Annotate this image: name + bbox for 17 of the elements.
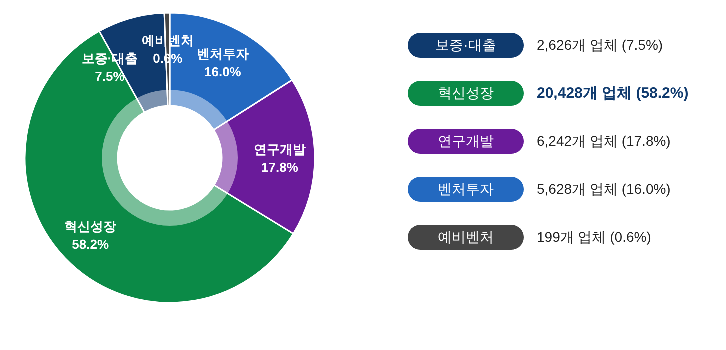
text: 6,242개 업체 (17.8%) bbox=[537, 133, 671, 149]
category-label: 벤처투자 bbox=[438, 181, 494, 197]
text: 20,428개 업체 (58.2%) bbox=[537, 85, 689, 102]
slice-label: 혁신성장 bbox=[64, 219, 117, 234]
slice-label: 연구개발 bbox=[438, 133, 494, 149]
text: 5,628개 업체 (16.0%) bbox=[537, 181, 671, 197]
text: 2,626개 업체 (7.5%) bbox=[537, 37, 664, 53]
data-label: 17.8% bbox=[262, 160, 299, 176]
slice-label: 벤처투자 bbox=[196, 46, 249, 62]
data-label: 58.2% bbox=[72, 237, 110, 252]
data-label: 16.0% bbox=[204, 64, 242, 80]
data-label: 7.5% bbox=[95, 68, 126, 84]
text: 199개 업체 (0.6%) bbox=[537, 229, 652, 245]
slice-label: 연구개발 bbox=[254, 142, 306, 158]
category-label: 보증·대출 bbox=[436, 37, 496, 53]
category-label: 혁신성장 bbox=[438, 85, 494, 101]
category-label: 예비벤처 bbox=[438, 229, 494, 245]
